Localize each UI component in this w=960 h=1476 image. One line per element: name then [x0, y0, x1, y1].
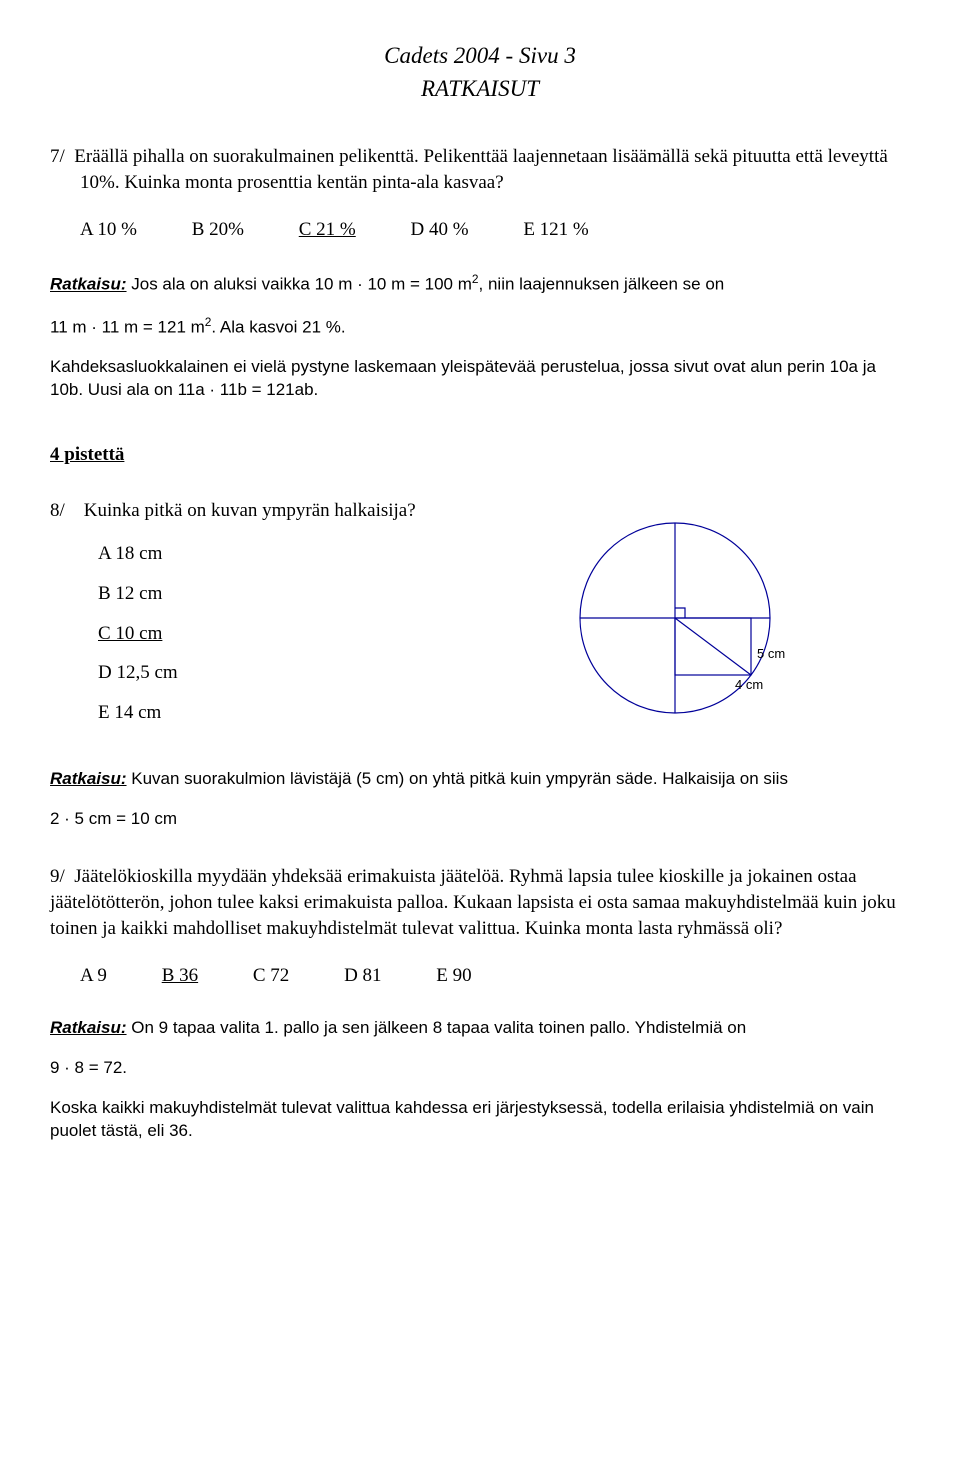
- q8-solution: Ratkaisu: Kuvan suorakulmion lävistäjä (…: [50, 768, 910, 831]
- page-header: Cadets 2004 - Sivu 3 RATKAISUT: [50, 40, 910, 104]
- q9-answers: A 9 B 36 C 72 D 81 E 90: [80, 963, 910, 989]
- label-5cm: 5 cm: [757, 646, 785, 661]
- section-header: 4 pistettä: [50, 442, 910, 468]
- header-line-2: RATKAISUT: [50, 73, 910, 104]
- q8-body: Kuinka pitkä on kuvan ympyrän halkaisija…: [84, 500, 416, 521]
- q7-answers: A 10 % B 20% C 21 % D 40 % E 121 %: [80, 217, 910, 243]
- q7-answer-e: E 121 %: [523, 219, 588, 240]
- q9-body: Jäätelökioskilla myydään yhdeksää erimak…: [50, 866, 896, 938]
- q8-number: 8/: [50, 500, 65, 521]
- q8-answer-e: E 14 cm: [98, 700, 470, 726]
- q7-text: 7/ Eräällä pihalla on suorakulmainen pel…: [50, 144, 910, 195]
- q9-answer-e: E 90: [436, 965, 471, 986]
- q7-answer-a: A 10 %: [80, 219, 137, 240]
- header-line-1: Cadets 2004 - Sivu 3: [50, 40, 910, 71]
- q7-answer-d: D 40 %: [411, 219, 469, 240]
- q7-answer-c: C 21 %: [299, 219, 356, 240]
- q7-solution: Ratkaisu: Jos ala on aluksi vaikka 10 m …: [50, 271, 910, 402]
- q7-sol-p1a: Jos ala on aluksi vaikka 10 m · 10 m = 1…: [127, 275, 472, 294]
- q9-answer-b: B 36: [162, 965, 198, 986]
- q7-sol-p2a: 11 m · 11 m = 121 m: [50, 317, 205, 336]
- q7-number: 7/: [50, 146, 65, 167]
- q7-sol-p1b: , niin laajennuksen jälkeen se on: [479, 275, 725, 294]
- q8-text: 8/ Kuinka pitkä on kuvan ympyrän halkais…: [50, 498, 470, 524]
- q9-solution: Ratkaisu: On 9 tapaa valita 1. pallo ja …: [50, 1017, 910, 1143]
- q8-answer-c: C 10 cm: [98, 621, 470, 647]
- q8-answer-b: B 12 cm: [98, 581, 470, 607]
- q8-sol-p2: 2 · 5 cm = 10 cm: [50, 808, 910, 831]
- q9-number: 9/: [50, 866, 65, 887]
- q9-ratkaisu-label: Ratkaisu:: [50, 1018, 127, 1037]
- q9-sol-p3: Koska kaikki makuyhdistelmät tulevat val…: [50, 1097, 910, 1143]
- q7-body: Eräällä pihalla on suorakulmainen pelike…: [74, 146, 888, 193]
- q9-text: 9/ Jäätelökioskilla myydään yhdeksää eri…: [50, 864, 910, 941]
- q8-figure: 5 cm 4 cm: [470, 498, 910, 738]
- q7-ratkaisu-label: Ratkaisu:: [50, 275, 127, 294]
- question-9: 9/ Jäätelökioskilla myydään yhdeksää eri…: [50, 864, 910, 989]
- question-7: 7/ Eräällä pihalla on suorakulmainen pel…: [50, 144, 910, 243]
- q9-answer-d: D 81: [344, 965, 381, 986]
- q8-sol-p1: Kuvan suorakulmion lävistäjä (5 cm) on y…: [127, 769, 788, 788]
- q9-answer-a: A 9: [80, 965, 107, 986]
- q8-ratkaisu-label: Ratkaisu:: [50, 769, 127, 788]
- question-8: 8/ Kuinka pitkä on kuvan ympyrän halkais…: [50, 498, 910, 740]
- q9-sol-p1: On 9 tapaa valita 1. pallo ja sen jälkee…: [127, 1018, 747, 1037]
- q8-answer-a: A 18 cm: [98, 541, 470, 567]
- q8-answers: A 18 cm B 12 cm C 10 cm D 12,5 cm E 14 c…: [98, 541, 470, 725]
- q7-sol-p2b: . Ala kasvoi 21 %.: [211, 317, 345, 336]
- q9-sol-p2: 9 · 8 = 72.: [50, 1057, 910, 1080]
- circle-diagram: 5 cm 4 cm: [560, 508, 820, 738]
- label-4cm: 4 cm: [735, 677, 763, 692]
- q7-answer-b: B 20%: [192, 219, 244, 240]
- q7-sol-p3: Kahdeksasluokkalainen ei vielä pystyne l…: [50, 356, 910, 402]
- q9-answer-c: C 72: [253, 965, 289, 986]
- q8-answer-d: D 12,5 cm: [98, 660, 470, 686]
